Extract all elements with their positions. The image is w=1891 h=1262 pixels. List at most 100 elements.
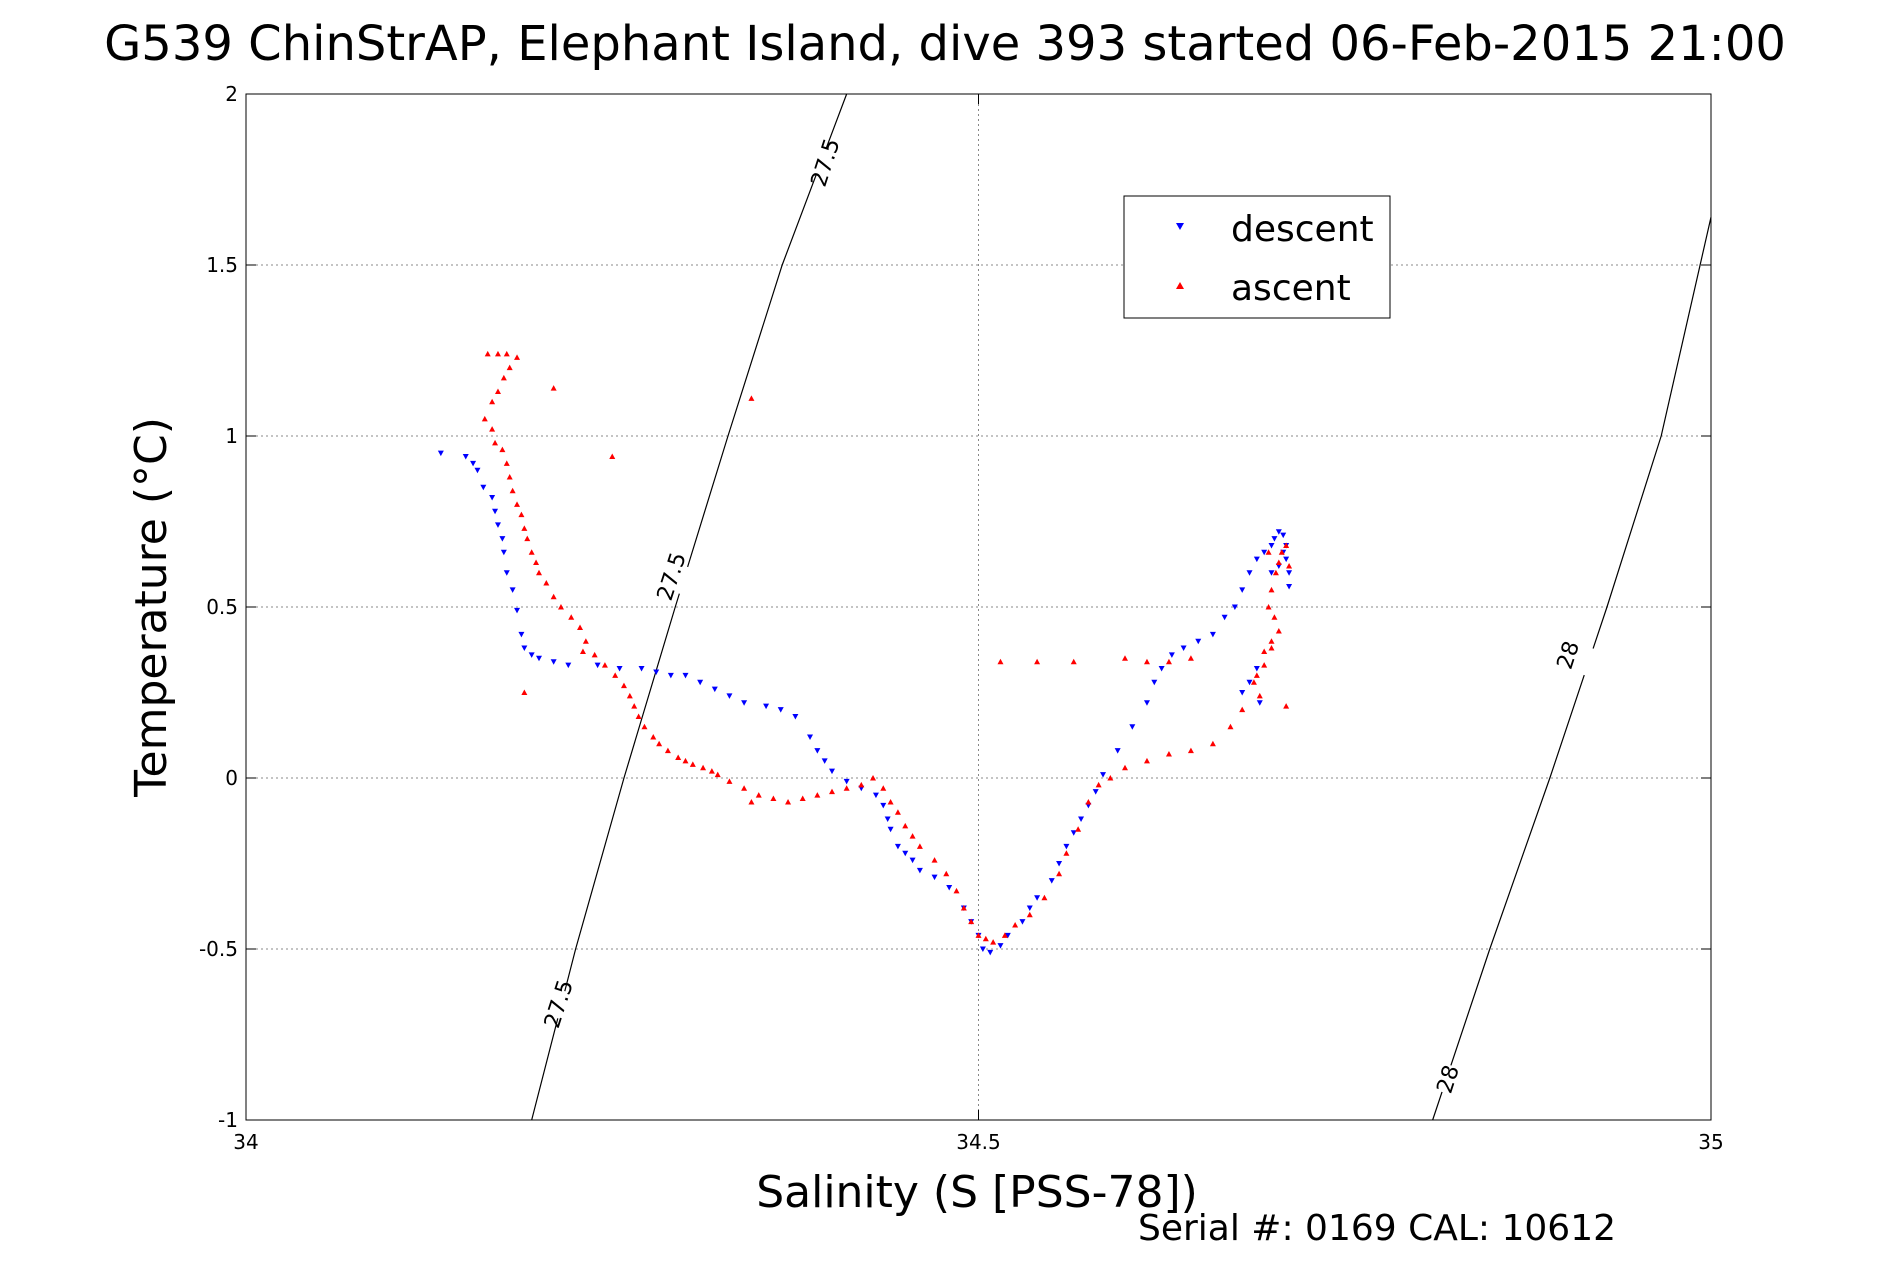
ascent-point — [748, 395, 755, 401]
ascent-point — [1143, 658, 1150, 665]
descent-point — [807, 734, 814, 740]
x-axis-label: Salinity (S [PSS-78]) — [756, 1167, 1198, 1218]
ascent-point — [635, 713, 642, 719]
x-tick-label: 34 — [233, 1130, 258, 1154]
ascent-point — [741, 785, 748, 791]
descent-point — [1286, 570, 1293, 576]
descent-point — [518, 631, 525, 638]
ascent-point — [524, 535, 531, 542]
descent-point — [1195, 638, 1202, 645]
descent-point — [1209, 631, 1216, 638]
ascent-point — [682, 757, 689, 764]
descent-point — [492, 508, 499, 515]
descent-point — [821, 758, 828, 764]
ascent-point — [689, 761, 696, 767]
descent-point — [474, 467, 481, 474]
descent-point — [682, 672, 689, 679]
ascent-point — [489, 426, 496, 432]
ascent-point — [484, 350, 491, 357]
descent-point — [1283, 556, 1290, 563]
y-axis-label: Temperature (°C) — [126, 417, 177, 798]
ascent-point — [990, 939, 997, 945]
ascent-point — [521, 689, 528, 695]
descent-point — [1004, 932, 1011, 939]
ascent-point — [489, 398, 496, 405]
y-tick-label: 1.5 — [206, 253, 238, 277]
ascent-point — [909, 833, 916, 839]
descent-point — [946, 884, 953, 891]
descent-point — [902, 850, 909, 857]
descent-point — [1253, 556, 1260, 563]
ascent-point — [953, 887, 960, 894]
series-ascent — [481, 350, 1293, 945]
descent-point — [909, 857, 916, 864]
ascent-point — [528, 549, 535, 555]
ascent-point — [494, 350, 501, 357]
ascent-point — [543, 580, 550, 586]
descent-point — [1239, 587, 1246, 593]
y-tick-label: 2 — [225, 82, 238, 106]
ascent-point — [1143, 757, 1150, 764]
x-tick-label: 35 — [1698, 1130, 1723, 1154]
ascent-point — [500, 374, 507, 381]
ascent-point — [1122, 764, 1128, 771]
ascent-point — [931, 857, 938, 863]
legend-ascent-marker — [1176, 282, 1184, 289]
ascent-point — [1256, 692, 1263, 699]
ascent-point — [499, 446, 506, 453]
descent-point — [565, 662, 572, 669]
descent-point — [1129, 724, 1136, 730]
ascent-point — [533, 559, 540, 566]
ascent-point — [785, 798, 792, 805]
descent-point — [521, 645, 528, 652]
y-tick-label: 1 — [225, 424, 238, 448]
ascent-point — [503, 460, 510, 466]
ascent-point — [902, 822, 909, 829]
ascent-point — [612, 672, 619, 678]
ascent-point — [1286, 562, 1293, 569]
ascent-point — [631, 703, 638, 709]
ascent-point — [1250, 679, 1257, 685]
ascent-point — [1056, 870, 1063, 877]
ascent-point — [506, 364, 513, 371]
descent-point — [1231, 604, 1238, 610]
descent-point — [594, 662, 601, 669]
y-tick-labels: -1 -0.5 0 0.5 1 1.5 2 — [199, 82, 238, 1132]
descent-point — [1275, 529, 1282, 535]
ascent-point — [656, 740, 663, 747]
ascent-point — [492, 439, 499, 446]
ascent-point — [582, 638, 589, 644]
ascent-point — [997, 658, 1004, 665]
ascent-point — [1165, 751, 1172, 757]
ascent-point — [1227, 723, 1234, 730]
descent-point — [437, 450, 444, 457]
legend-box — [1123, 195, 1391, 319]
y-tick-label: -1 — [218, 1108, 238, 1132]
ascent-point — [568, 614, 575, 620]
descent-point — [884, 816, 891, 823]
ascent-point — [858, 781, 865, 788]
descent-point — [480, 484, 487, 491]
descent-point — [1063, 843, 1070, 850]
ascent-point — [591, 651, 598, 658]
ascent-point — [1271, 614, 1278, 620]
descent-point — [1268, 570, 1275, 576]
descent-point — [1092, 789, 1099, 795]
ascent-point — [521, 525, 528, 531]
isopycnal-label-bg — [527, 981, 590, 1026]
ascent-point — [943, 870, 950, 877]
descent-point — [997, 943, 1004, 949]
ascent-point — [870, 775, 877, 781]
y-tick-label: -0.5 — [199, 937, 238, 961]
ascent-point — [1026, 911, 1033, 918]
descent-point — [916, 867, 923, 874]
ascent-point — [1001, 932, 1008, 938]
descent-point — [880, 802, 887, 809]
descent-point — [829, 768, 835, 775]
descent-point — [1019, 919, 1026, 925]
ascent-point — [1265, 604, 1272, 610]
legend: descent ascent — [1123, 195, 1391, 319]
descent-point — [1268, 542, 1275, 549]
descent-point — [653, 669, 660, 675]
descent-point — [528, 652, 535, 658]
